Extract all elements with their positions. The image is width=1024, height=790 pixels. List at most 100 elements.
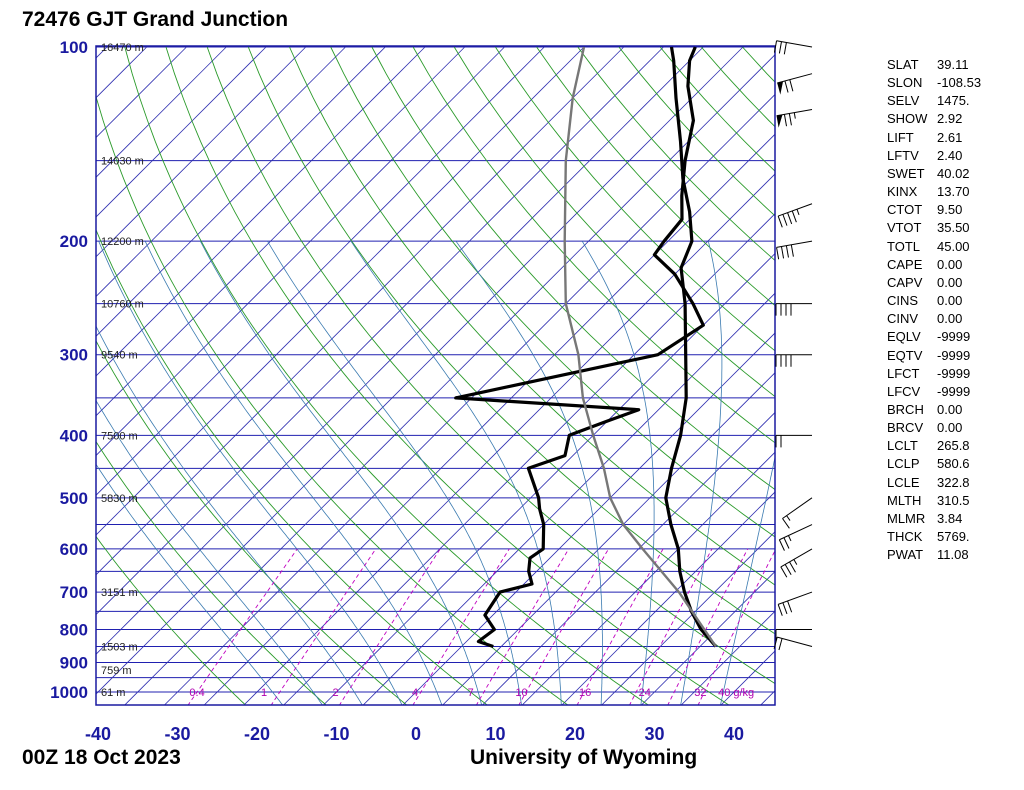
barb-staff (777, 636, 813, 647)
index-row-pwat: PWAT 11.08 (887, 546, 981, 564)
barb-staff (779, 524, 813, 541)
mixing-ratio-label: 2 (333, 687, 339, 699)
moist-adiabat-line (680, 241, 723, 705)
dry-adiabat-line (247, 46, 775, 635)
index-value: 322.8 (937, 474, 970, 490)
height-label: 7500 m (101, 430, 138, 442)
isotherm-line (203, 133, 775, 705)
barb-staff (782, 497, 813, 519)
index-value: 0.00 (937, 401, 963, 417)
temperature-label: 40 (724, 724, 744, 744)
height-label: 16470 m (101, 42, 144, 54)
isotherm-line (96, 46, 227, 178)
height-label: 9540 m (101, 350, 138, 362)
index-row-slon: SLON -108.53 (887, 74, 981, 92)
dry-adiabat-line (165, 46, 730, 705)
barb-full (776, 247, 780, 260)
dry-adiabat-line (206, 46, 775, 685)
pressure-label-900: 900 (60, 653, 88, 672)
wind-barb (775, 303, 812, 316)
index-key: CAPE (887, 256, 923, 272)
index-row-brch: BRCH 0.00 (887, 401, 981, 419)
temperature-trace (664, 46, 718, 648)
index-key: LCLT (887, 438, 918, 454)
pressure-label-600: 600 (60, 540, 88, 559)
isotherm-line (561, 491, 775, 705)
mixing-ratio-label: 0.4 (189, 687, 204, 699)
barb-full (782, 602, 788, 615)
index-row-cape: CAPE 0.00 (887, 256, 981, 274)
isotherm-line (96, 46, 267, 218)
index-row-cinv: CINV 0.00 (887, 310, 981, 328)
barb-half (796, 209, 800, 216)
mixing-ratio-label: 16 (579, 687, 591, 699)
barb-full (777, 604, 783, 616)
isotherm-line (96, 46, 545, 496)
barb-full (791, 210, 797, 223)
barb-full (784, 80, 789, 93)
isotherm-line (163, 93, 775, 705)
temperature-label: 0 (411, 724, 421, 744)
plot-frame (95, 45, 776, 706)
index-key: SELV (887, 93, 920, 109)
height-labels: 16470 m 14030 m 12200 m 10760 m 9540 m 7500 m… (101, 42, 144, 699)
temperature-label: -40 (85, 724, 111, 744)
index-key: LFCT (887, 365, 920, 381)
wind-barbs (773, 40, 813, 651)
barb-full (789, 561, 796, 573)
index-value: 0.00 (937, 256, 963, 272)
wind-barb (777, 73, 813, 95)
dry-adiabat-line (700, 46, 775, 128)
barb-full (787, 600, 793, 613)
isotherm-line (800, 47, 880, 706)
index-key: LCLE (887, 474, 920, 490)
isotherm-line (283, 213, 775, 705)
index-value: -108.53 (937, 75, 982, 91)
dry-adiabat-line (330, 46, 775, 538)
index-value: 9.50 (937, 202, 963, 218)
mixing-ratio-line (412, 548, 510, 705)
background-grid (96, 46, 880, 706)
index-row-slat: SLAT 39.11 (887, 56, 981, 74)
index-key: VTOT (887, 220, 922, 236)
wind-barb (773, 40, 813, 55)
barb-half (793, 559, 798, 565)
barb-full (783, 42, 787, 55)
wind-barb (773, 636, 813, 651)
barb-full (783, 114, 788, 127)
wind-barb (775, 354, 812, 367)
barb-full (778, 539, 785, 551)
index-row-selv: SELV 1475. (887, 92, 981, 110)
index-value: 580.6 (937, 456, 970, 472)
mixing-ratio-line (576, 548, 664, 705)
temperature-label: 10 (485, 724, 505, 744)
sounding-traces (454, 46, 718, 649)
barb-full (790, 244, 794, 257)
index-row-lfct: LFCT -9999 (887, 365, 981, 383)
moist-adiabat-line (581, 240, 655, 705)
isotherm-line (96, 46, 307, 258)
index-value: 0.00 (937, 311, 963, 327)
index-value: 0.00 (937, 274, 963, 290)
barb-half (786, 515, 791, 521)
height-label: 1503 m (101, 641, 138, 653)
index-key: MLTH (887, 492, 922, 508)
index-key: SLAT (887, 57, 919, 72)
isotherm-line (601, 531, 775, 705)
dry-adiabat-line (784, 47, 880, 706)
moist-adiabat-line (455, 240, 603, 705)
pressure-label-800: 800 (60, 620, 88, 639)
pressure-label-700: 700 (60, 583, 88, 602)
mixing-ratio-labels: 0.4 1 2 4 7 10 16 24 32 40 g/kg (189, 687, 754, 699)
height-label: 759 m (101, 665, 132, 677)
index-row-vtot: VTOT 35.50 (887, 219, 981, 237)
barb-full (784, 564, 792, 576)
mixing-ratio-line (475, 548, 570, 705)
isotherm-line (124, 54, 775, 705)
mixing-ratio-label: 7 (468, 687, 474, 699)
barb-full (783, 537, 790, 549)
barb-full (773, 40, 778, 53)
index-key: SWET (887, 165, 925, 181)
index-key: CINS (887, 293, 919, 309)
barb-full (787, 212, 793, 225)
